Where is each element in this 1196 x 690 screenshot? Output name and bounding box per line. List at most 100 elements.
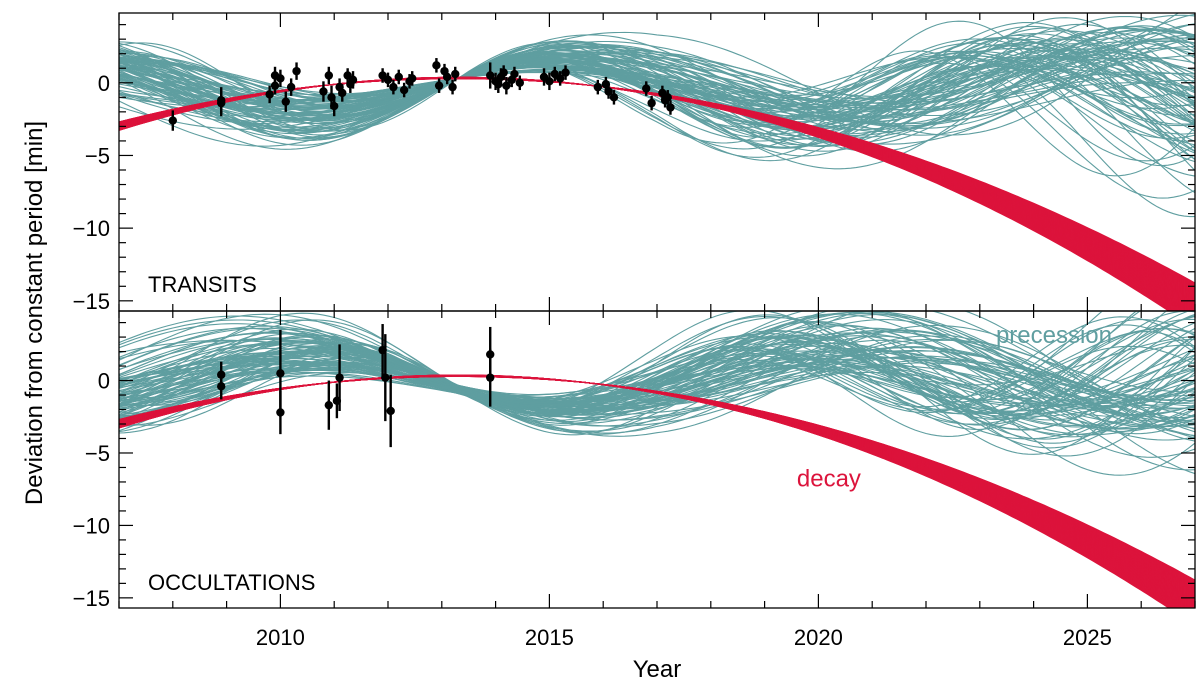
data-point	[394, 72, 403, 82]
data-point	[502, 81, 511, 90]
data-point	[555, 74, 565, 83]
data-point	[642, 84, 651, 93]
data-point	[217, 98, 226, 108]
data-point	[168, 116, 177, 125]
precession-curve	[119, 57, 1195, 142]
precession-curve	[119, 354, 1195, 416]
data-point	[281, 97, 290, 106]
precession-curve	[119, 36, 1195, 141]
data-point	[647, 98, 656, 108]
data-point	[276, 369, 285, 378]
x-axis-title: Year	[633, 656, 682, 683]
y-tick-label: −10	[73, 513, 110, 538]
precession-curve	[119, 339, 1195, 457]
precession-curve	[119, 13, 1195, 136]
precession-curve	[119, 311, 1195, 430]
data-point	[486, 71, 495, 80]
precession-curve	[119, 365, 1195, 419]
y-tick-label: 0	[98, 71, 110, 96]
data-point	[663, 93, 672, 102]
data-point	[330, 101, 339, 111]
transits-plot-area	[119, 13, 1195, 311]
data-point	[561, 68, 570, 77]
data-point	[666, 103, 675, 112]
data-point	[604, 87, 613, 96]
data-point	[217, 382, 226, 391]
precession-curve	[119, 28, 1195, 123]
data-point	[408, 74, 417, 83]
data-point	[335, 373, 344, 382]
shared-axes: 2010 2015 2020 2025 Year Deviation from const…	[21, 121, 1112, 683]
x-tick-label: 2020	[794, 625, 843, 650]
data-point	[270, 81, 280, 90]
occultations-plot-area	[119, 311, 1195, 608]
precession-curve	[119, 45, 1195, 145]
data-point	[383, 75, 393, 85]
y-tick-label: −15	[73, 289, 110, 314]
data-point	[499, 68, 508, 77]
precession-curve	[119, 361, 1195, 427]
data-point	[486, 373, 495, 382]
data-point	[348, 75, 358, 85]
y-tick-label: −10	[73, 216, 110, 241]
precession-curve	[119, 49, 1195, 117]
precession-curve	[119, 38, 1195, 171]
data-point	[442, 72, 452, 82]
data-point	[510, 69, 519, 79]
y-axis-title: Deviation from constant period [min]	[21, 121, 48, 505]
precession-curve	[119, 311, 1142, 406]
data-point	[265, 90, 274, 99]
transits-panel-label: TRANSITS	[148, 272, 257, 297]
precession-curve	[119, 347, 1195, 429]
data-point	[276, 408, 285, 417]
precession-curve	[119, 54, 1195, 125]
precession-curve	[119, 324, 1195, 433]
y-tick-label: −5	[85, 441, 110, 466]
data-point	[319, 87, 328, 96]
data-point	[434, 81, 444, 90]
data-point	[432, 61, 441, 70]
y-tick-label: −15	[73, 586, 110, 611]
data-point	[448, 82, 457, 92]
data-point	[324, 400, 334, 410]
precession-curve	[119, 328, 1195, 404]
decay-curve	[119, 374, 1170, 608]
data-point	[515, 78, 525, 87]
data-point	[338, 88, 347, 98]
precession-curve	[119, 55, 1195, 139]
data-point	[276, 74, 285, 83]
data-point	[593, 82, 603, 92]
data-point	[545, 77, 554, 86]
decay-curve	[119, 76, 1170, 311]
y-tick-label: 0	[98, 369, 110, 394]
x-tick-label: 2025	[1063, 625, 1112, 650]
precession-curve	[119, 349, 1195, 407]
precession-annotation: precession	[996, 322, 1112, 349]
data-point	[286, 82, 296, 92]
data-point	[324, 71, 334, 80]
data-point	[381, 373, 390, 382]
precession-curve	[119, 312, 1195, 416]
precession-curve	[119, 313, 1195, 407]
occultations-panel-label: OCCULTATIONS	[148, 570, 315, 595]
precession-curve	[119, 354, 1195, 408]
data-point	[389, 82, 398, 92]
precession-curve	[119, 318, 1195, 411]
precession-curve	[119, 318, 1195, 415]
precession-curve	[119, 23, 1195, 103]
precession-curve	[119, 311, 1191, 414]
occultations-panel: 0 −5 −10 −15 OCCULTATIONS precession decay	[73, 310, 1196, 611]
precession-curve	[119, 62, 1195, 199]
x-tick-label: 2010	[256, 625, 305, 650]
data-point	[451, 69, 460, 79]
precession-curve	[119, 38, 1195, 116]
data-point	[609, 93, 619, 102]
precession-curve	[119, 334, 1195, 455]
data-point	[292, 66, 301, 76]
x-tick-label: 2015	[525, 625, 574, 650]
precession-curve	[119, 44, 1195, 194]
data-point	[399, 85, 409, 95]
decay-annotation: decay	[797, 465, 861, 492]
precession-curve	[119, 15, 1195, 131]
